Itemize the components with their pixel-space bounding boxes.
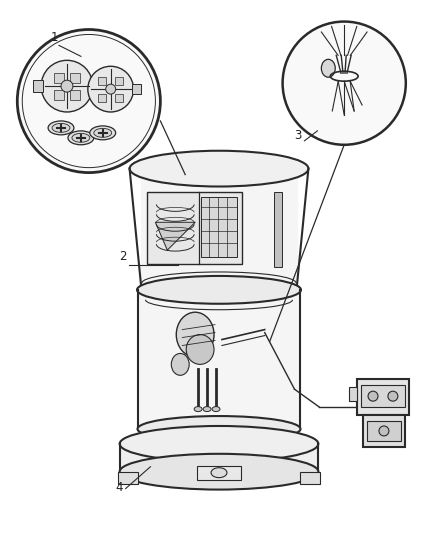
Bar	[274, 192, 282, 267]
Ellipse shape	[52, 124, 70, 132]
Text: 4: 4	[116, 481, 123, 494]
Ellipse shape	[321, 59, 335, 77]
Ellipse shape	[138, 416, 300, 442]
Bar	[98, 77, 106, 85]
Ellipse shape	[388, 391, 398, 401]
Polygon shape	[155, 222, 195, 250]
Ellipse shape	[90, 126, 116, 140]
Text: 3: 3	[294, 129, 302, 142]
Ellipse shape	[130, 151, 308, 187]
Circle shape	[283, 21, 406, 145]
Bar	[118, 472, 138, 483]
Bar	[71, 90, 80, 100]
Ellipse shape	[368, 391, 378, 401]
Bar	[131, 84, 141, 94]
Ellipse shape	[379, 426, 389, 436]
Bar	[349, 387, 357, 401]
Bar	[363, 415, 405, 447]
Ellipse shape	[48, 121, 74, 135]
Circle shape	[106, 84, 116, 94]
Ellipse shape	[211, 468, 227, 478]
Bar	[300, 472, 320, 483]
Ellipse shape	[194, 407, 202, 411]
Bar	[201, 197, 237, 257]
Bar	[33, 80, 43, 92]
Bar	[367, 421, 401, 441]
Bar	[115, 77, 123, 85]
Ellipse shape	[94, 128, 112, 138]
Ellipse shape	[72, 133, 90, 142]
Text: 1: 1	[51, 31, 59, 44]
Ellipse shape	[203, 407, 211, 411]
Bar	[357, 379, 409, 415]
Bar	[98, 94, 106, 102]
Bar	[71, 72, 80, 83]
Ellipse shape	[171, 353, 189, 375]
Ellipse shape	[137, 276, 301, 304]
Ellipse shape	[212, 407, 220, 411]
Circle shape	[17, 29, 160, 173]
Bar	[115, 94, 123, 102]
Bar	[197, 466, 241, 480]
Circle shape	[88, 66, 134, 112]
Bar	[53, 72, 64, 83]
Circle shape	[61, 80, 73, 92]
Bar	[53, 90, 64, 100]
Ellipse shape	[186, 335, 214, 365]
Bar	[148, 192, 242, 264]
Circle shape	[41, 60, 93, 112]
Ellipse shape	[176, 312, 214, 357]
Bar	[361, 385, 405, 407]
Text: 2: 2	[119, 250, 126, 263]
Ellipse shape	[120, 454, 318, 490]
Ellipse shape	[120, 426, 318, 462]
Ellipse shape	[68, 131, 94, 145]
